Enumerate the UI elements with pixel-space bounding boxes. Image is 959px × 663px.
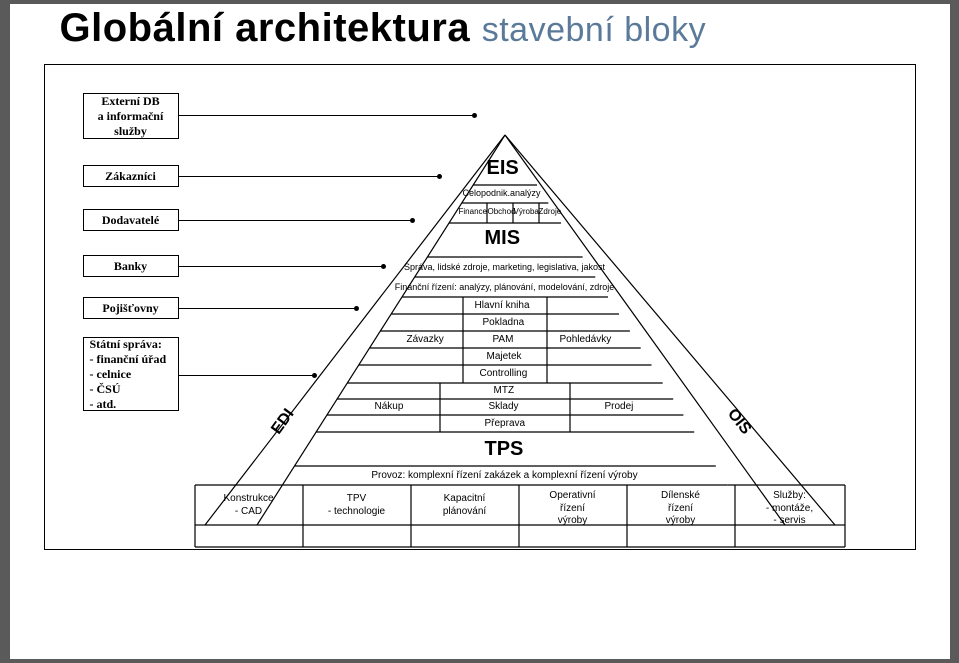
b3l3: výroby bbox=[519, 515, 627, 528]
b4l1: Dílenské bbox=[627, 490, 735, 503]
mis-line1: Správa, lidské zdroje, marketing, legisl… bbox=[391, 262, 619, 272]
title-sub: stavební bloky bbox=[482, 11, 706, 49]
fin-2: Výroba bbox=[514, 207, 539, 216]
fin-1: Obchod bbox=[488, 207, 516, 216]
logi-c0: MTZ bbox=[494, 385, 515, 396]
b5l3: - servis bbox=[735, 515, 845, 528]
eis-label: EIS bbox=[487, 157, 519, 180]
b4l3: výroby bbox=[627, 515, 735, 528]
b5l1: Služby: bbox=[735, 490, 845, 503]
b5l2: - montáže, bbox=[735, 503, 845, 516]
b0l1: Konstrukce bbox=[195, 493, 303, 506]
mis-line2: Finanční řízení: analýzy, plánování, mod… bbox=[381, 282, 629, 292]
bottom-3: Operativní řízení výroby bbox=[519, 490, 627, 528]
logi-left: Nákup bbox=[375, 401, 404, 412]
fin-0: Finance bbox=[459, 207, 487, 216]
cs-0: Hlavní kniha bbox=[475, 300, 530, 311]
slide-title: Globální architektura stavební bloky bbox=[60, 6, 707, 51]
diagram-frame: Externí DB a informační služby Zákazníci… bbox=[44, 64, 916, 550]
logi-right: Prodej bbox=[605, 401, 634, 412]
b4l2: řízení bbox=[627, 503, 735, 516]
cs-3: Majetek bbox=[487, 351, 522, 362]
tps-label: TPS bbox=[485, 438, 524, 461]
b3l1: Operativní bbox=[519, 490, 627, 503]
eis-sub: Celopodnik.analýzy bbox=[463, 188, 541, 198]
b2l2: plánování bbox=[411, 506, 519, 519]
mis-label: MIS bbox=[485, 227, 521, 250]
pohledavky: Pohledávky bbox=[560, 334, 612, 345]
b1l2: - technologie bbox=[303, 506, 411, 519]
bottom-0: Konstrukce - CAD bbox=[195, 493, 303, 518]
tps-sub: Provoz: komplexní řízení zakázek a kompl… bbox=[345, 470, 665, 481]
title-main: Globální architektura bbox=[60, 6, 471, 50]
b3l2: řízení bbox=[519, 503, 627, 516]
logi-c1: Sklady bbox=[489, 401, 519, 412]
cs-2: PAM bbox=[493, 334, 514, 345]
b1l1: TPV bbox=[303, 493, 411, 506]
zavazky: Závazky bbox=[407, 334, 444, 345]
bottom-2: Kapacitní plánování bbox=[411, 493, 519, 518]
b0l2: - CAD bbox=[195, 506, 303, 519]
b2l1: Kapacitní bbox=[411, 493, 519, 506]
bottom-5: Služby: - montáže, - servis bbox=[735, 490, 845, 528]
slide: Globální architektura stavební bloky Ext… bbox=[10, 4, 950, 659]
fin-3: Zdroje bbox=[539, 207, 562, 216]
cs-1: Pokladna bbox=[483, 317, 525, 328]
logi-c2: Přeprava bbox=[485, 418, 526, 429]
bottom-1: TPV - technologie bbox=[303, 493, 411, 518]
cs-4: Controlling bbox=[480, 368, 528, 379]
bottom-4: Dílenské řízení výroby bbox=[627, 490, 735, 528]
